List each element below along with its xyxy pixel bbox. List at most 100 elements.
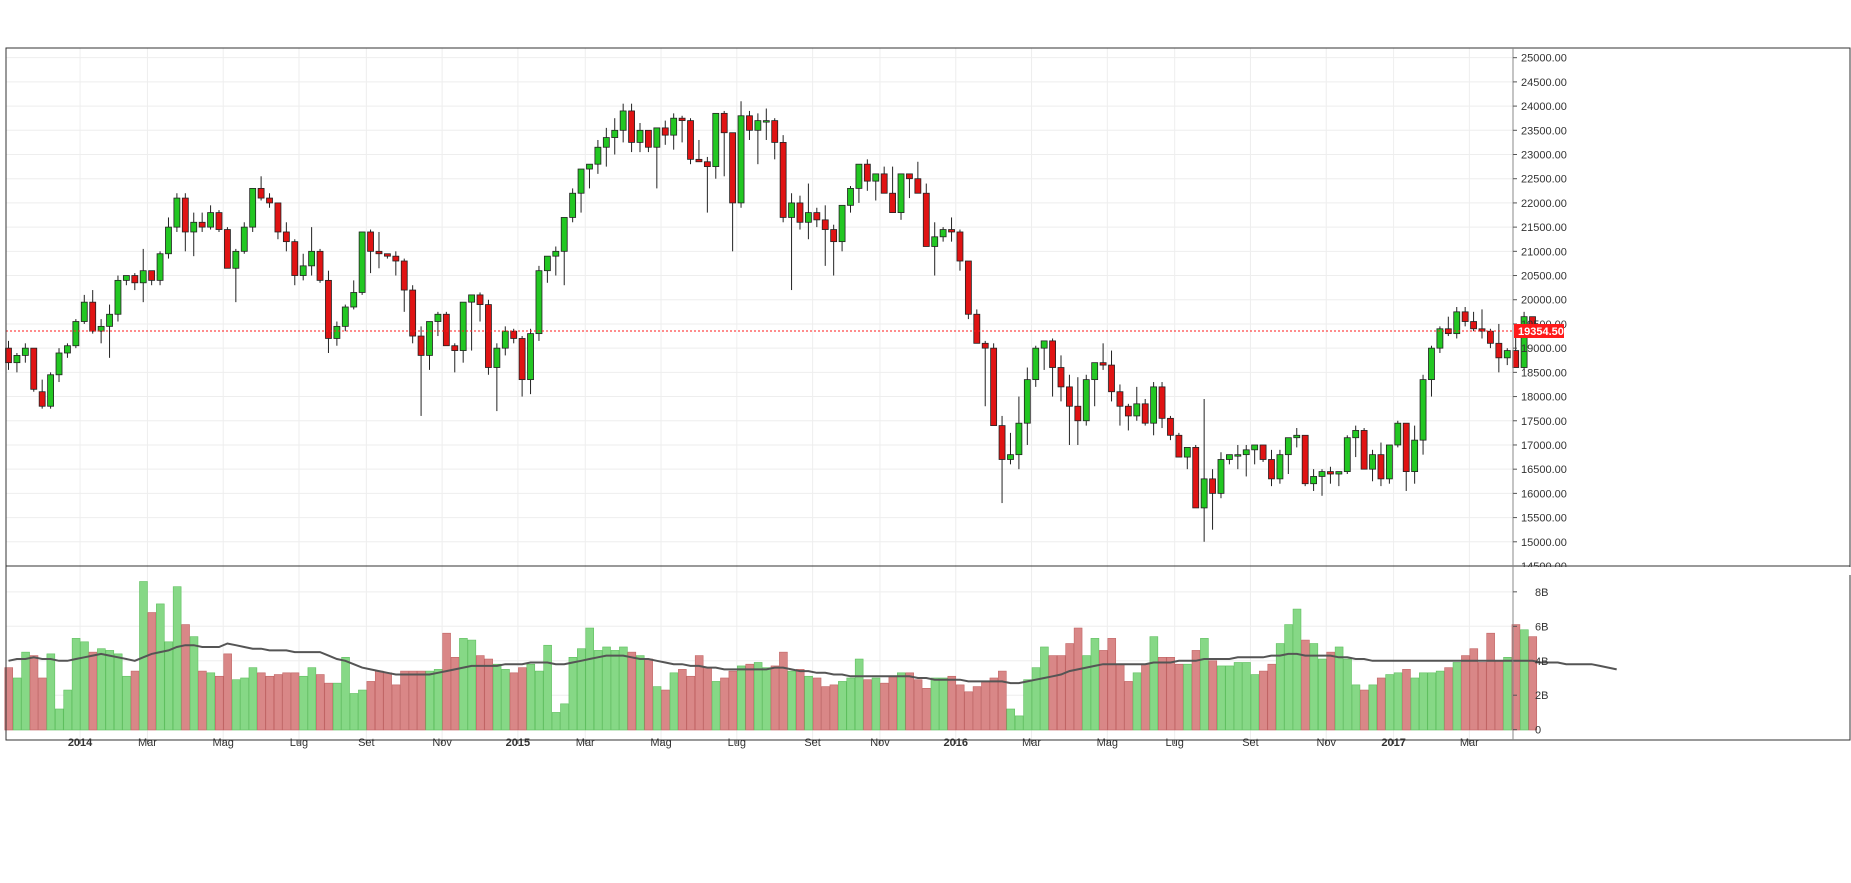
candle-down	[779, 142, 787, 218]
volume-bar-up	[1520, 629, 1529, 731]
volume-bar-up	[1351, 684, 1361, 731]
price-tick-label: 24500.00	[1521, 77, 1567, 89]
volume-bar-up	[838, 681, 847, 731]
candle-up	[47, 374, 54, 407]
volume-bar-down	[1326, 651, 1335, 731]
candle-down	[729, 132, 737, 204]
volume-tick-label: 0	[1535, 725, 1541, 737]
volume-bar-down	[880, 682, 889, 731]
volume-tick-label: 8B	[1535, 587, 1548, 599]
volume-bar-down	[829, 684, 839, 731]
candle-down	[821, 219, 829, 230]
volume-moving-average	[8, 642, 1617, 685]
candle-up	[754, 120, 762, 131]
candle-down	[1487, 330, 1494, 344]
volume-bar-up	[122, 675, 131, 731]
candle-down	[1066, 386, 1073, 407]
time-tick-label[interactable]: Mar	[1460, 737, 1479, 749]
time-tick-label[interactable]: Mar	[1022, 737, 1041, 749]
candle-up	[1411, 439, 1419, 472]
volume-bar-down	[989, 677, 999, 731]
volume-bar-down	[1174, 663, 1184, 731]
candle-up	[1234, 454, 1242, 457]
candle-down	[266, 197, 273, 204]
price-tick-label: 21000.00	[1521, 246, 1567, 258]
last-price-value: 19354.50	[1518, 326, 1564, 338]
volume-bar-up	[433, 669, 443, 731]
candle-up	[1394, 422, 1402, 446]
time-tick-label[interactable]: Mar	[576, 737, 595, 749]
candle-up	[855, 163, 863, 189]
candle-up	[1200, 478, 1208, 509]
volume-bar-up	[930, 677, 940, 731]
volume-bar-down	[450, 657, 460, 731]
volume-bar-up	[1006, 708, 1015, 731]
volume-bars	[4, 581, 1538, 731]
volume-bar-up	[1318, 658, 1327, 731]
time-tick-label[interactable]: Nov	[432, 737, 452, 749]
candle-down	[148, 270, 156, 281]
candle-down	[476, 294, 484, 305]
time-tick-label[interactable]: Set	[1242, 737, 1259, 749]
time-tick-label[interactable]: Mar	[138, 737, 157, 749]
candle-down	[906, 173, 913, 180]
volume-bar-down	[905, 672, 914, 731]
candle-up	[1520, 316, 1528, 368]
volume-bar-down	[1301, 639, 1310, 731]
candle-down	[1074, 405, 1082, 422]
volume-bar-down	[1360, 689, 1369, 731]
volume-bar-up	[577, 648, 586, 731]
time-tick-label[interactable]: Mag	[650, 737, 671, 749]
volume-bar-down	[223, 653, 232, 731]
time-tick-label[interactable]: Mag	[213, 737, 234, 749]
volume-bar-up	[46, 653, 56, 731]
time-tick-label[interactable]: 2017	[1381, 737, 1405, 749]
volume-bar-up	[164, 641, 173, 731]
volume-bar-down	[694, 655, 704, 731]
candle-up	[1310, 476, 1317, 485]
volume-bar-up	[1410, 677, 1420, 731]
volume-bar-up	[341, 657, 350, 731]
candle-down	[703, 161, 711, 168]
time-tick-label[interactable]: Lug	[1165, 737, 1183, 749]
time-tick-label[interactable]: Set	[804, 737, 821, 749]
volume-bar-down	[265, 675, 275, 731]
time-tick-label[interactable]: 2015	[506, 737, 530, 749]
volume-bar-down	[509, 672, 519, 731]
volume-tick-label: 6B	[1535, 621, 1548, 633]
time-tick-label[interactable]: Set	[358, 737, 375, 749]
candle-up	[173, 197, 181, 228]
candle-down	[1124, 405, 1132, 417]
time-tick-label[interactable]: Mag	[1097, 737, 1118, 749]
candle-up	[1217, 459, 1225, 494]
time-tick-label[interactable]: Lug	[728, 737, 746, 749]
time-tick-label[interactable]: Lug	[290, 737, 308, 749]
volume-bar-up	[1031, 667, 1041, 731]
candle-up	[569, 192, 577, 218]
volume-bar-up	[854, 658, 864, 731]
time-tick-label[interactable]: Nov	[870, 737, 890, 749]
volume-axis: 0 2B 4B 6B 8B	[1513, 587, 1548, 737]
volume-bar-up	[97, 648, 106, 731]
volume-ma-line	[8, 642, 1617, 685]
time-axis[interactable]: 2014 Mar Mag Lug Set Nov 2015 Mar Mag Lug Set Nov 20…	[68, 737, 1479, 749]
volume-bar-down	[1073, 627, 1083, 731]
volume-bar-up	[585, 627, 594, 731]
candle-down	[922, 192, 930, 247]
time-tick-label[interactable]: 2016	[944, 737, 968, 749]
candle-up	[1343, 437, 1351, 472]
volume-bar-up	[1368, 684, 1378, 731]
volume-bar-up	[804, 675, 813, 731]
volume-bar-up	[871, 677, 881, 731]
price-tick-label: 17500.00	[1521, 416, 1567, 428]
candle-up	[527, 333, 534, 381]
price-tick-label: 23500.00	[1521, 125, 1567, 137]
volume-bar-up	[21, 651, 30, 731]
candle-down	[1167, 417, 1174, 436]
time-tick-label[interactable]: 2014	[68, 737, 93, 749]
time-tick-label[interactable]: Nov	[1316, 737, 1336, 749]
price-axis[interactable]: 15000.00 15500.00 16000.00 16500.00 17000.00…	[1513, 53, 1851, 575]
volume-bar-up	[1284, 624, 1293, 731]
candle-down	[215, 212, 223, 230]
